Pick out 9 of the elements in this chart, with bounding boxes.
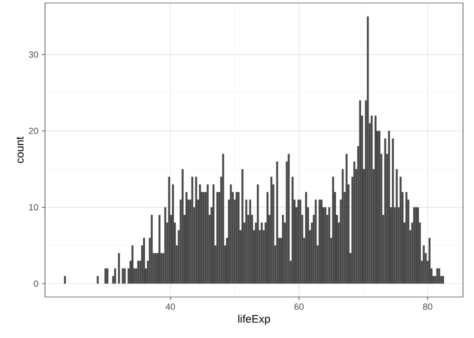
y-tick-label: 20	[28, 128, 38, 134]
y-tick-label: 10	[29, 204, 38, 210]
y-axis-title: count	[16, 136, 24, 163]
y-tick-label: 30	[28, 51, 38, 58]
x-tick-label: 60	[294, 304, 304, 310]
x-axis-title: lifeExp	[238, 314, 270, 325]
x-tick-label: 40	[166, 304, 176, 310]
x-tick-label: 80	[423, 304, 432, 310]
y-tick-label: 0	[34, 280, 38, 287]
